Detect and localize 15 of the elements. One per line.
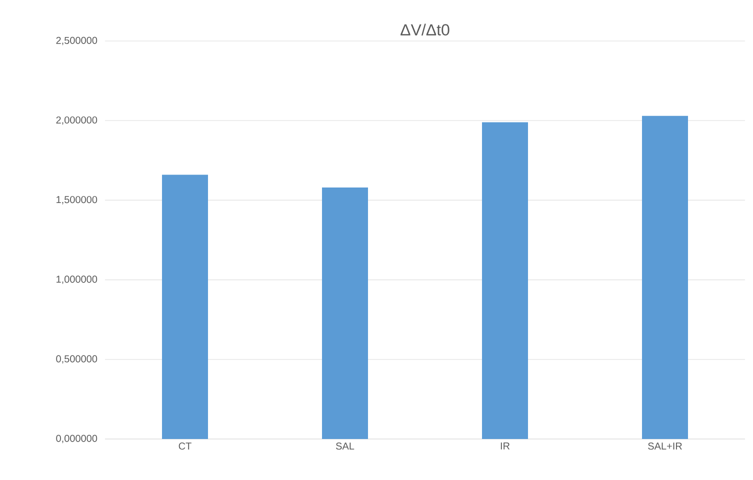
bar xyxy=(482,122,528,439)
y-tick-label: 1,000000 xyxy=(56,276,98,284)
y-tick-label: 0,000000 xyxy=(56,434,98,444)
bar xyxy=(642,116,688,439)
y-tick-label: 1,500000 xyxy=(56,196,98,204)
y-tick-label: 2,000000 xyxy=(56,116,98,125)
y-tick-label: 2,500000 xyxy=(56,36,98,46)
bar xyxy=(162,174,208,439)
x-tick-label: SAL+IR xyxy=(648,442,682,450)
chart-title: ΔV/Δt0 xyxy=(400,24,450,36)
x-tick-label: IR xyxy=(500,442,510,450)
bar xyxy=(322,187,368,439)
x-tick-label: SAL xyxy=(336,442,354,450)
y-tick-label: 0,500000 xyxy=(56,355,98,364)
x-tick-label: CT xyxy=(178,442,192,450)
